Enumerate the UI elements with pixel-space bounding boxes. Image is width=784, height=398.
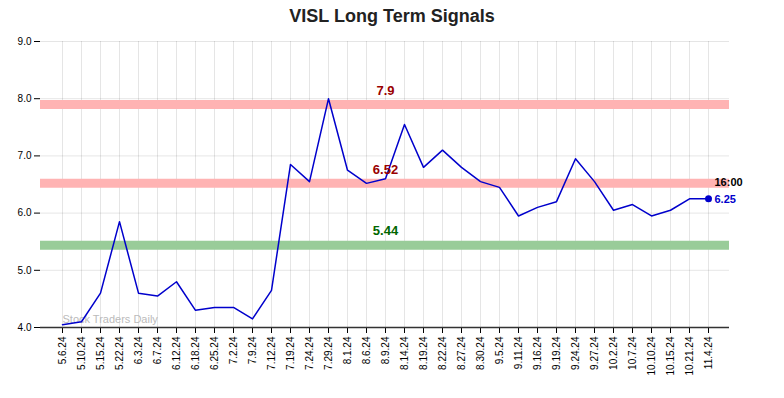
svg-text:8.14.24: 8.14.24: [399, 336, 410, 370]
svg-text:8.27.24: 8.27.24: [456, 336, 467, 370]
svg-text:7.9.24: 7.9.24: [247, 336, 258, 364]
svg-text:5.44: 5.44: [373, 223, 399, 238]
svg-text:11.4.24: 11.4.24: [703, 336, 714, 369]
svg-text:7.29.24: 7.29.24: [323, 336, 334, 370]
svg-text:8.6.24: 8.6.24: [361, 336, 372, 364]
svg-text:4.0: 4.0: [18, 322, 32, 333]
svg-text:Stock Traders Daily: Stock Traders Daily: [62, 313, 158, 325]
svg-text:5.10.24: 5.10.24: [76, 336, 87, 370]
svg-text:5.6.24: 5.6.24: [57, 336, 68, 364]
svg-text:6.0: 6.0: [18, 207, 32, 218]
svg-text:7.9: 7.9: [376, 83, 394, 98]
svg-text:9.5.24: 9.5.24: [494, 336, 505, 364]
svg-text:8.9.24: 8.9.24: [380, 336, 391, 364]
svg-text:8.0: 8.0: [18, 93, 32, 104]
svg-text:6.7.24: 6.7.24: [152, 336, 163, 364]
svg-text:8.19.24: 8.19.24: [418, 336, 429, 370]
svg-text:9.16.24: 9.16.24: [532, 336, 543, 370]
svg-text:10.7.24: 10.7.24: [627, 336, 638, 370]
svg-text:9.19.24: 9.19.24: [551, 336, 562, 370]
svg-text:7.12.24: 7.12.24: [266, 336, 277, 370]
svg-text:6.25.24: 6.25.24: [209, 336, 220, 370]
svg-text:10.2.24: 10.2.24: [608, 336, 619, 370]
svg-text:8.22.24: 8.22.24: [437, 336, 448, 370]
svg-text:7.24.24: 7.24.24: [304, 336, 315, 370]
svg-text:7.2.24: 7.2.24: [228, 336, 239, 364]
svg-text:7.19.24: 7.19.24: [285, 336, 296, 370]
svg-text:6.3.24: 6.3.24: [133, 336, 144, 364]
svg-text:9.24.24: 9.24.24: [570, 336, 581, 370]
svg-text:16:00: 16:00: [715, 176, 743, 188]
svg-text:5.0: 5.0: [18, 265, 32, 276]
svg-text:8.30.24: 8.30.24: [475, 336, 486, 370]
svg-text:6.25: 6.25: [715, 193, 736, 205]
svg-text:5.15.24: 5.15.24: [95, 336, 106, 370]
svg-text:6.12.24: 6.12.24: [171, 336, 182, 370]
svg-text:9.27.24: 9.27.24: [589, 336, 600, 370]
html-text:VISL Long Term Signals: VISL Long Term Signals: [289, 6, 495, 26]
svg-text:10.10.24: 10.10.24: [646, 336, 657, 375]
svg-text:8.1.24: 8.1.24: [342, 336, 353, 364]
svg-text:9.11.24: 9.11.24: [513, 336, 524, 369]
svg-text:5.22.24: 5.22.24: [114, 336, 125, 370]
svg-text:6.18.24: 6.18.24: [190, 336, 201, 370]
svg-text:10.15.24: 10.15.24: [665, 336, 676, 375]
svg-text:6.52: 6.52: [373, 162, 398, 177]
svg-text:7.0: 7.0: [18, 150, 32, 161]
svg-text:10.21.24: 10.21.24: [684, 336, 695, 375]
svg-text:9.0: 9.0: [18, 36, 32, 47]
